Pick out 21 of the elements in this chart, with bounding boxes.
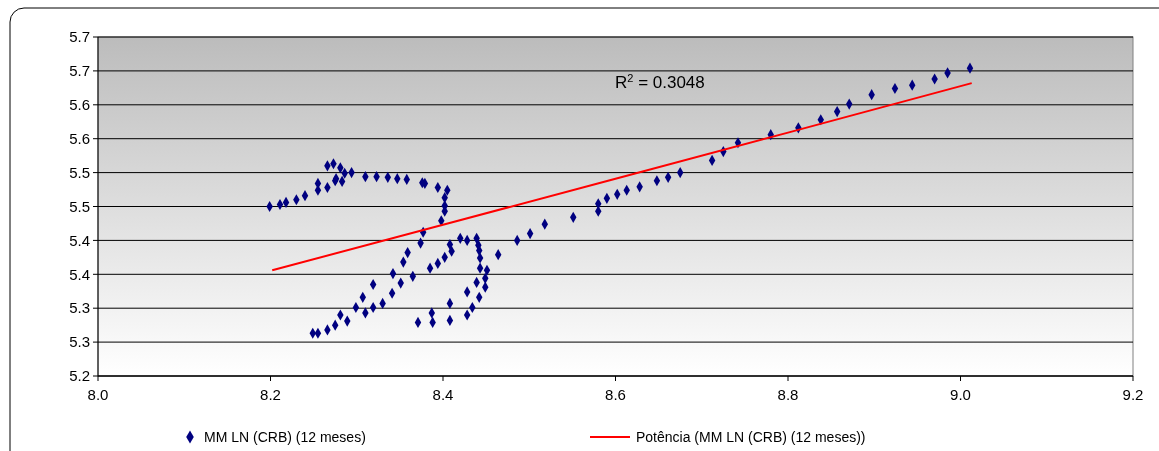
x-tick-label: 9.0 — [950, 386, 971, 403]
x-tick-label: 9.2 — [1122, 386, 1144, 403]
y-tick-label: 5.6 — [69, 96, 90, 114]
x-tick-label: 8.4 — [432, 386, 454, 403]
x-tick-label: 8.6 — [605, 386, 626, 403]
legend-label: MM LN (CRB) (12 meses) — [204, 428, 366, 445]
y-tick-label: 5.7 — [69, 62, 90, 80]
y-tick-label: 5.6 — [69, 129, 90, 147]
y-tick-label: 5.3 — [69, 333, 90, 351]
y-tick-label: 5.3 — [69, 299, 90, 317]
annotation: R$^{2}$ = 0.3048 — [615, 72, 705, 92]
x-tick-label: 8.2 — [260, 386, 281, 403]
y-tick-label: 5.7 — [69, 28, 90, 46]
legend-label: Potência (MM LN (CRB) (12 meses)) — [636, 428, 866, 445]
y-tick-label: 5.4 — [69, 265, 90, 283]
x-tick-label: 8.8 — [777, 386, 799, 403]
x-tick-label: 8.0 — [87, 386, 109, 403]
y-tick-label: 5.5 — [69, 197, 90, 215]
y-tick-label: 5.5 — [69, 163, 90, 181]
y-tick-label: 5.2 — [69, 367, 90, 385]
y-tick-label: 5.4 — [69, 231, 90, 249]
